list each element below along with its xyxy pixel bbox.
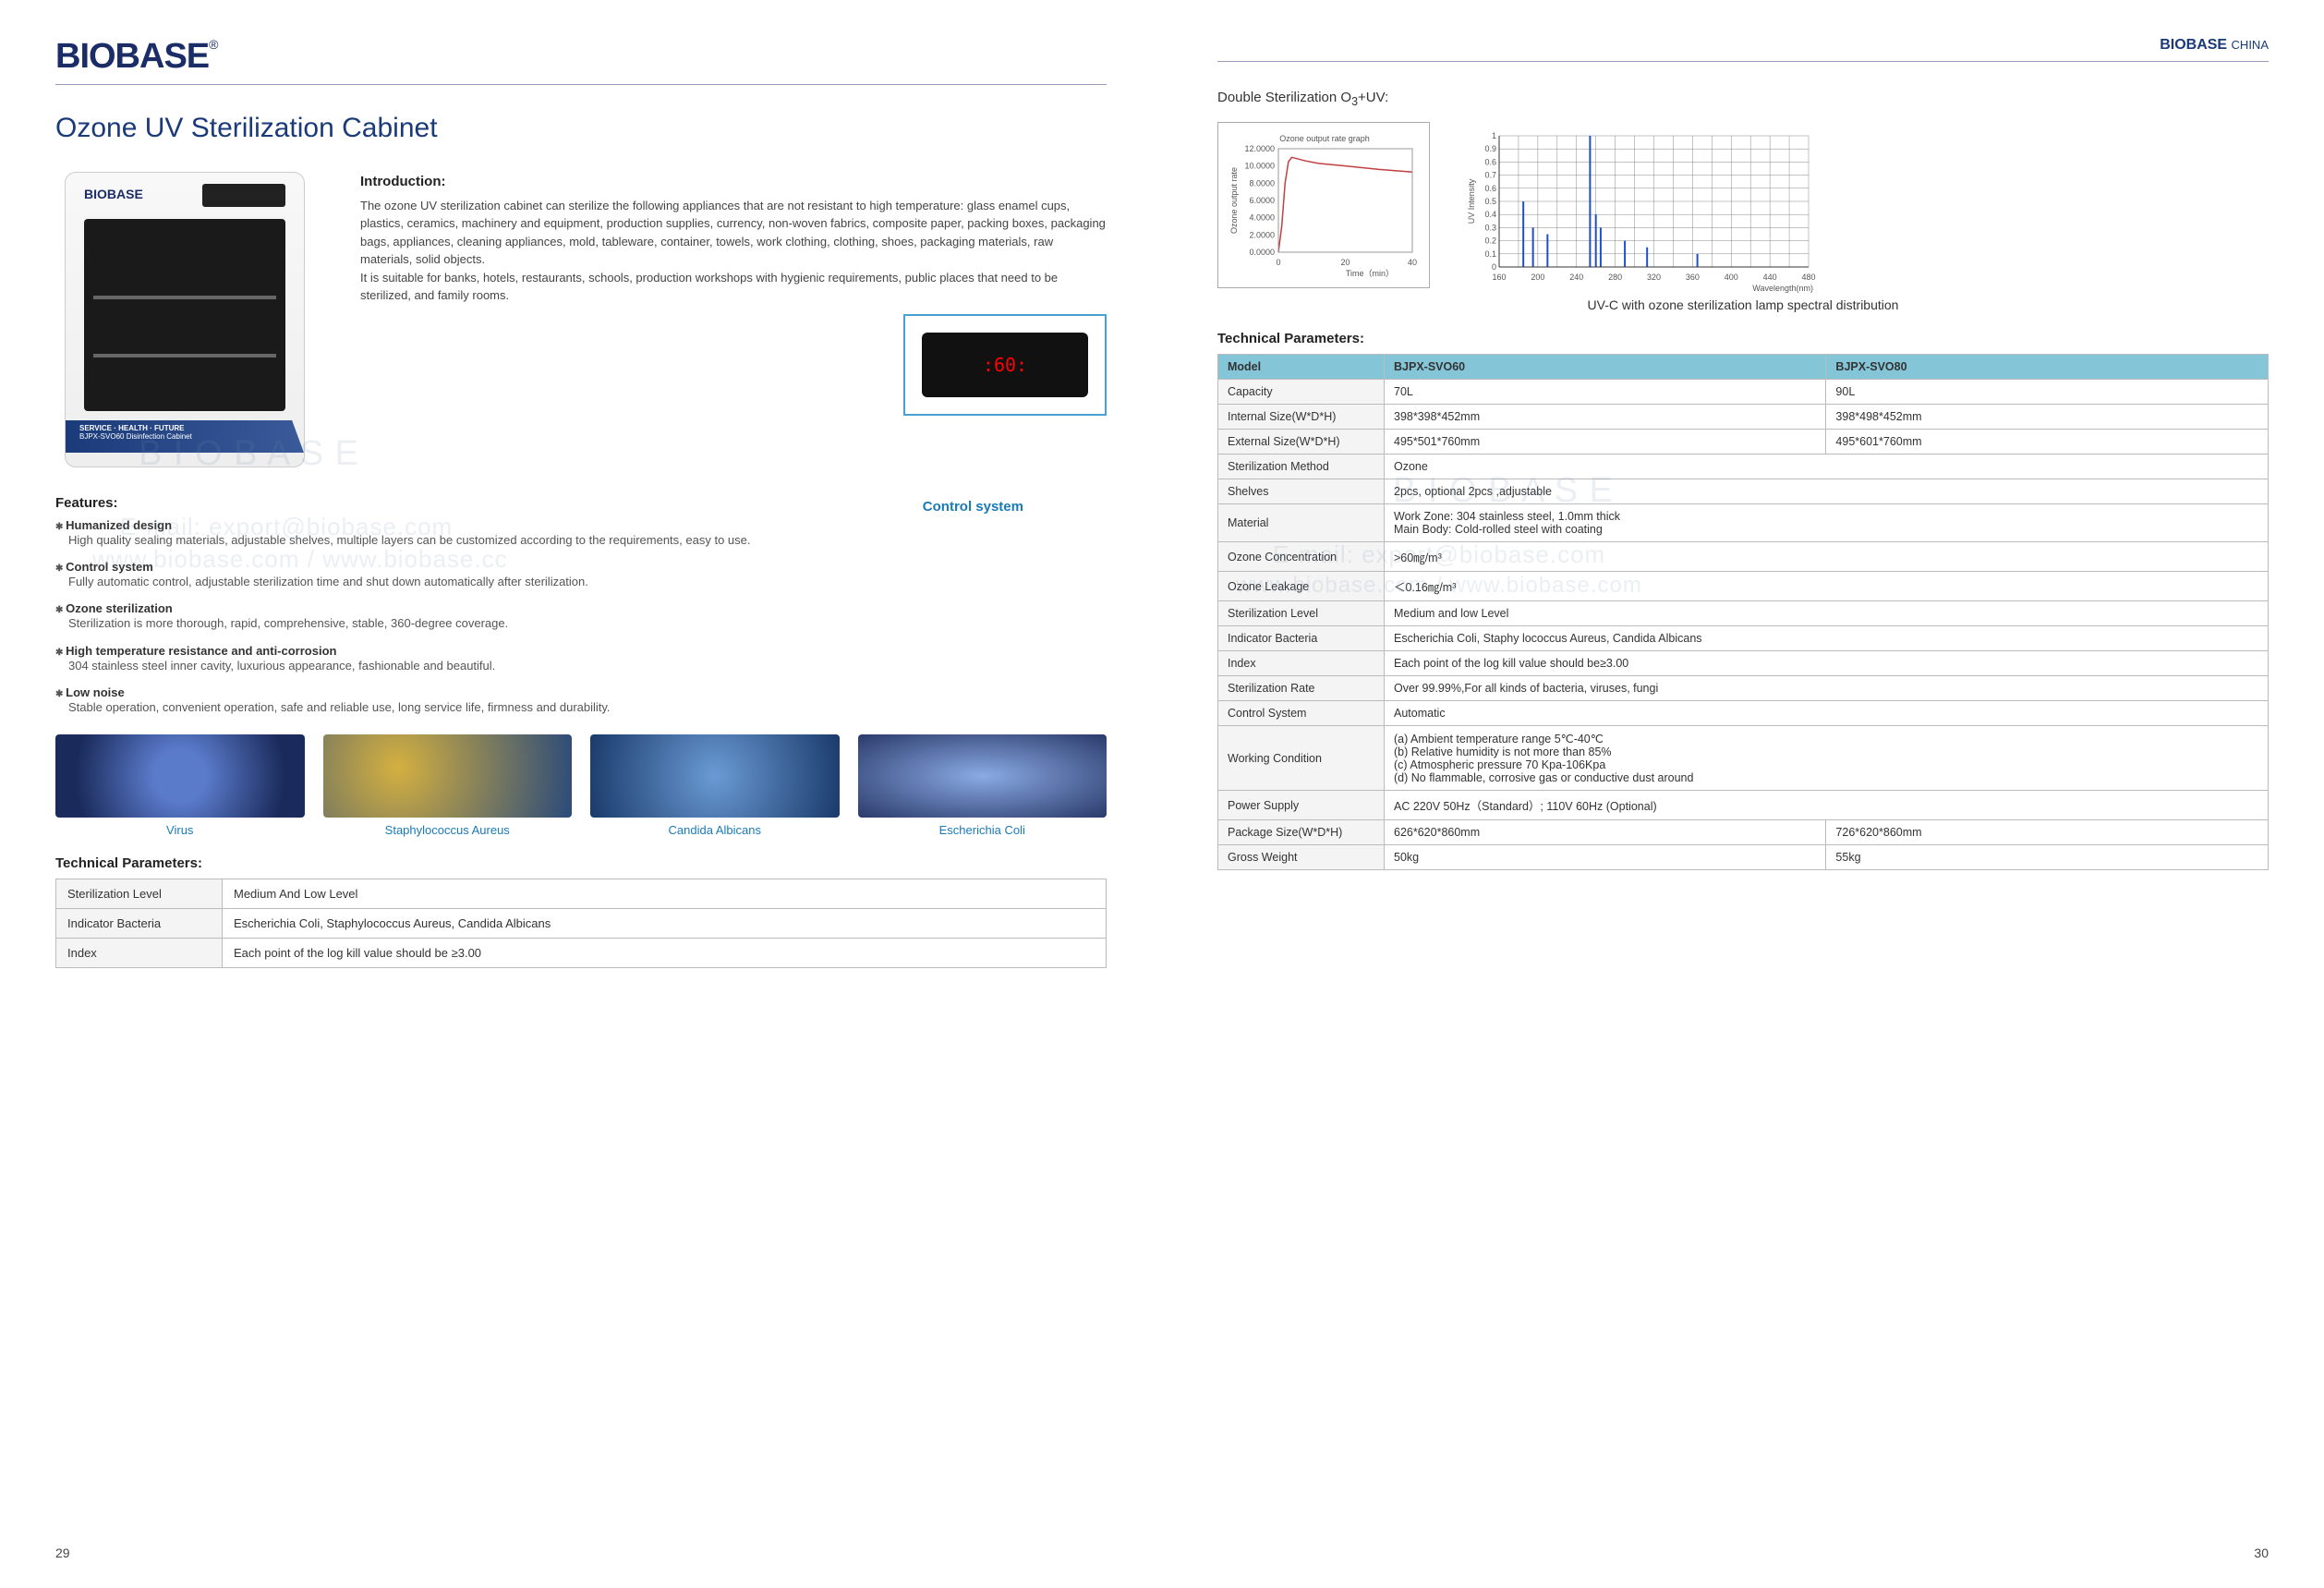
svg-text:Time（min）: Time（min）	[1346, 269, 1394, 278]
svg-text:0: 0	[1276, 258, 1280, 267]
svg-text:480: 480	[1801, 273, 1815, 282]
svg-text:440: 440	[1763, 273, 1777, 282]
table-row: Indicator BacteriaEscherichia Coli, Stap…	[56, 908, 1107, 938]
table-header: ModelBJPX-SVO60BJPX-SVO80	[1218, 355, 2269, 380]
svg-text:4.0000: 4.0000	[1249, 213, 1275, 223]
svg-text:0.9: 0.9	[1484, 144, 1496, 153]
features-heading: Features:	[55, 495, 118, 511]
intro-section: BIOBASE SERVICE · HEALTH · FUTUREBJPX-SV…	[55, 172, 1107, 486]
svg-text:0.5: 0.5	[1484, 197, 1496, 206]
svg-text:400: 400	[1725, 273, 1738, 282]
microbe-candida: Candida Albicans	[590, 734, 840, 837]
tech-params-heading-right: Technical Parameters:	[1217, 331, 2269, 346]
page-title: Ozone UV Sterilization Cabinet	[55, 113, 1107, 144]
brand-right: BIOBASE CHINA	[2160, 37, 2269, 54]
feature-item: Control systemFully automatic control, a…	[55, 560, 1107, 590]
svg-text:0: 0	[1492, 262, 1496, 272]
svg-text:0.2: 0.2	[1484, 236, 1496, 246]
table-row: MaterialWork Zone: 304 stainless steel, …	[1218, 504, 2269, 542]
svg-text:Ozone output rate graph: Ozone output rate graph	[1279, 134, 1370, 143]
page-number: 30	[2254, 1546, 2269, 1560]
double-sterilization-heading: Double Sterilization O3+UV:	[1217, 90, 2269, 108]
tech-params-heading: Technical Parameters:	[55, 855, 1107, 871]
svg-text:0.4: 0.4	[1484, 210, 1496, 219]
brand-logo: BIOBASE®	[55, 37, 217, 77]
feature-item: Humanized designHigh quality sealing mat…	[55, 518, 1107, 549]
table-row: Ozone Concentration>60㎎/m³	[1218, 542, 2269, 572]
table-row: IndexEach point of the log kill value sh…	[56, 938, 1107, 967]
svg-text:160: 160	[1492, 273, 1506, 282]
table-row: Internal Size(W*D*H)398*398*452mm398*498…	[1218, 405, 2269, 430]
svg-text:0.6: 0.6	[1484, 157, 1496, 166]
svg-text:0.0000: 0.0000	[1249, 248, 1275, 257]
table-row: Power SupplyAC 220V 50Hz（Standard）; 110V…	[1218, 791, 2269, 820]
svg-text:1: 1	[1492, 131, 1496, 140]
svg-text:0.3: 0.3	[1484, 223, 1496, 232]
table-row: Shelves2pcs, optional 2pcs ,adjustable	[1218, 479, 2269, 504]
table-row: Capacity70L90L	[1218, 380, 2269, 405]
table-row: Working Condition(a) Ambient temperature…	[1218, 726, 2269, 791]
uv-spectral-chart: 0 0.1 0.2 0.3 0.4 0.5 0.6 0.7 0.6 0.9 1 160 200 240 28…	[1458, 122, 1809, 288]
chart-caption: UV-C with ozone sterilization lamp spect…	[1217, 297, 2269, 312]
feature-item: Ozone sterilizationSterilization is more…	[55, 601, 1107, 632]
svg-text:12.0000: 12.0000	[1244, 144, 1275, 153]
table-row: Ozone Leakage＜0.16㎎/m³	[1218, 572, 2269, 601]
svg-text:240: 240	[1569, 273, 1583, 282]
table-row: IndexEach point of the log kill value sh…	[1218, 651, 2269, 676]
table-row: Sterilization LevelMedium And Low Level	[56, 879, 1107, 908]
table-row: Sterilization RateOver 99.99%,For all ki…	[1218, 676, 2269, 701]
microbe-virus: Virus	[55, 734, 305, 837]
tech-params-table-left: Sterilization LevelMedium And Low LevelI…	[55, 879, 1107, 968]
svg-text:280: 280	[1608, 273, 1622, 282]
table-row: Sterilization MethodOzone	[1218, 455, 2269, 479]
intro-text: Introduction: The ozone UV sterilization…	[360, 172, 1107, 486]
svg-text:0.6: 0.6	[1484, 184, 1496, 193]
product-image: BIOBASE SERVICE · HEALTH · FUTUREBJPX-SV…	[55, 172, 333, 486]
svg-text:Ozone output rate: Ozone output rate	[1229, 167, 1239, 234]
svg-text:2.0000: 2.0000	[1249, 230, 1275, 239]
page-number: 29	[55, 1546, 70, 1560]
left-page: BIOBASE® Ozone UV Sterilization Cabinet …	[0, 0, 1162, 1588]
features-list: Humanized designHigh quality sealing mat…	[55, 518, 1107, 716]
microbe-ecoli: Escherichia Coli	[858, 734, 1108, 837]
svg-text:8.0000: 8.0000	[1249, 178, 1275, 188]
right-page: BIOBASE CHINA Double Sterilization O3+UV…	[1162, 0, 2324, 1588]
svg-text:320: 320	[1647, 273, 1661, 282]
svg-text:0.7: 0.7	[1484, 171, 1496, 180]
microbe-row: Virus Staphylococcus Aureus Candida Albi…	[55, 734, 1107, 837]
control-system-image: :60:	[903, 314, 1107, 416]
svg-text:6.0000: 6.0000	[1249, 196, 1275, 205]
svg-text:200: 200	[1531, 273, 1544, 282]
tech-params-table-right: ModelBJPX-SVO60BJPX-SVO80Capacity70L90LI…	[1217, 354, 2269, 870]
table-row: Indicator BacteriaEscherichia Coli, Stap…	[1218, 626, 2269, 651]
svg-text:360: 360	[1686, 273, 1700, 282]
table-row: Package Size(W*D*H)626*620*860mm726*620*…	[1218, 820, 2269, 845]
page-header: BIOBASE CHINA	[1217, 37, 2269, 62]
table-row: Control SystemAutomatic	[1218, 701, 2269, 726]
ozone-output-chart: Ozone output rate graph 0.0000 2.0000 4.000…	[1217, 122, 1430, 288]
control-label: Control system	[923, 499, 1023, 515]
svg-text:0.1: 0.1	[1484, 249, 1496, 259]
table-row: Sterilization LevelMedium and low Level	[1218, 601, 2269, 626]
intro-heading: Introduction:	[360, 172, 1107, 193]
feature-item: High temperature resistance and anti-cor…	[55, 644, 1107, 674]
microbe-staph: Staphylococcus Aureus	[323, 734, 573, 837]
table-row: Gross Weight50kg55kg	[1218, 845, 2269, 870]
svg-text:10.0000: 10.0000	[1244, 162, 1275, 171]
svg-text:40: 40	[1408, 258, 1417, 267]
table-row: External Size(W*D*H)495*501*760mm495*601…	[1218, 430, 2269, 455]
feature-item: Low noiseStable operation, convenient op…	[55, 685, 1107, 716]
svg-text:Wavelength(nm): Wavelength(nm)	[1752, 284, 1813, 293]
svg-text:20: 20	[1340, 258, 1350, 267]
charts-row: Ozone output rate graph 0.0000 2.0000 4.000…	[1217, 122, 2269, 288]
page-header: BIOBASE®	[55, 37, 1107, 85]
svg-text:UV Intensity: UV Intensity	[1467, 178, 1476, 224]
